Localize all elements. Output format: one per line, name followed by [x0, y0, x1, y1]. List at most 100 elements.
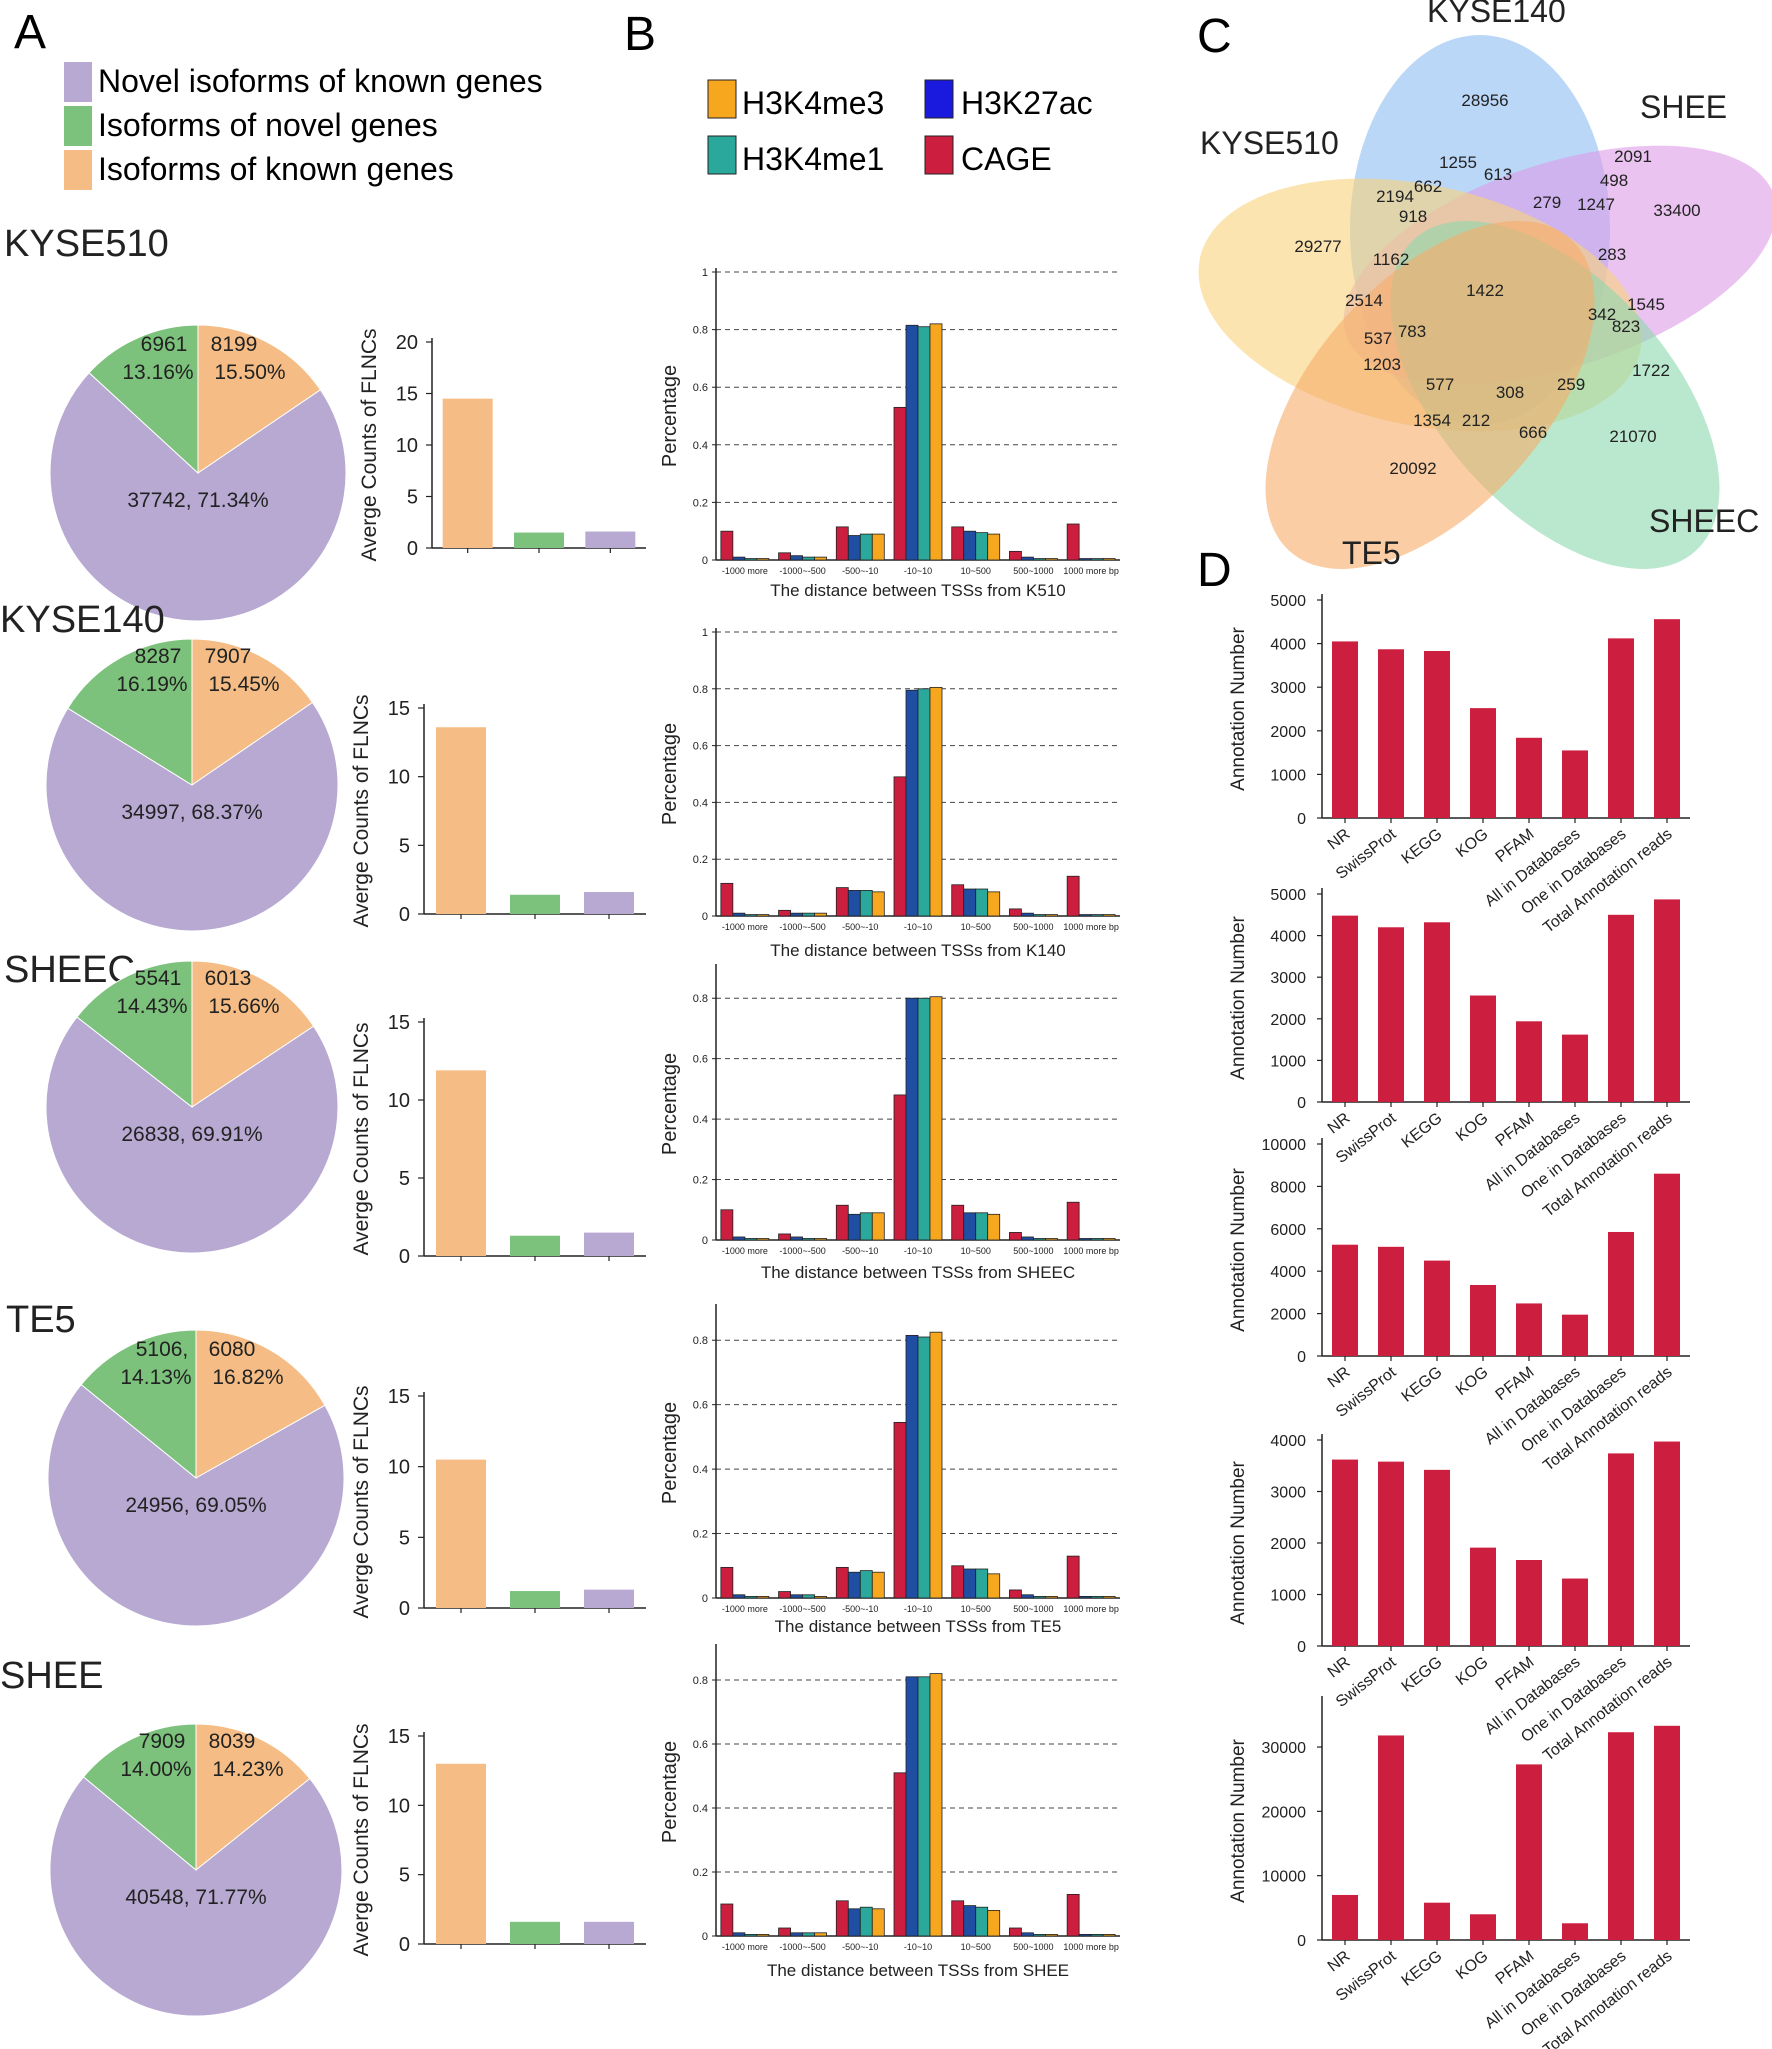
y-tick-label: 1000 [1270, 767, 1306, 784]
x-tick-label: 1000 more bp [1063, 1942, 1119, 1952]
bar-h3k4me3-6 [1102, 914, 1116, 917]
y-tick-label: 1 [702, 267, 708, 279]
bar-h3k4me1-1 [802, 912, 815, 917]
bar-known-genes [436, 1763, 486, 1944]
bar-known-genes [436, 1459, 486, 1608]
y-axis-label: Annotation Number [1228, 626, 1249, 790]
pie-chart-kyse140: KYSE140 34997, 68.37% 8287 16.19% 7907 15.45% [0, 599, 339, 932]
legend-a: Novel isoforms of known genes Isoforms o… [64, 62, 543, 190]
bar-cage-0 [720, 1209, 734, 1241]
annotation-bar-0 [1332, 641, 1358, 818]
y-tick-label: 0.8 [693, 1675, 708, 1687]
y-tick-label: 3000 [1270, 1485, 1306, 1502]
bar-h3k27ac-0 [732, 1594, 746, 1599]
y-axis-label: Averge Counts of FLNCs [350, 694, 373, 927]
bar-h3k4me3-6 [1102, 1595, 1116, 1599]
annotation-bar-2 [1424, 922, 1450, 1102]
bar-cage-2 [835, 526, 849, 561]
bar-cage-4 [951, 1204, 965, 1241]
bar-h3k4me1-0 [744, 914, 758, 917]
bar-h3k27ac-6 [1078, 558, 1092, 561]
pie-slice-novel-isoforms [47, 1383, 345, 1627]
bar-cage-2 [835, 1566, 849, 1599]
y-tick-label: 4000 [1270, 637, 1306, 654]
pie-slice-novel-isoforms [49, 1776, 343, 2017]
pie-slice-novel-genes [80, 1329, 197, 1480]
y-tick-label: 5 [399, 1865, 410, 1887]
y-tick-label: 10 [388, 767, 410, 789]
pie-label-known-genes-count: 6013 [205, 967, 252, 990]
bar-h3k27ac-6 [1078, 1238, 1092, 1241]
venn-region-count: 613 [1484, 165, 1512, 184]
bar-h3k4me1-6 [1090, 1238, 1104, 1241]
pie-label-novel-genes-percent: 13.16% [122, 361, 193, 384]
y-tick-label: 0.2 [693, 1867, 708, 1879]
y-tick-label: 0 [1297, 1933, 1306, 1950]
bar-cage-3 [893, 1094, 907, 1241]
pie-title: KYSE140 [0, 599, 165, 641]
annotation-bar-6 [1608, 1453, 1634, 1646]
bar-h3k27ac-6 [1078, 1595, 1092, 1599]
bar-cage-4 [951, 1565, 965, 1599]
bar-h3k27ac-4 [963, 1212, 977, 1241]
bar-novel-isoforms [584, 1921, 634, 1944]
bar-h3k4me3-5 [1045, 1934, 1058, 1937]
bar-h3k4me1-6 [1090, 1934, 1104, 1937]
bar-novel-isoforms [584, 1589, 634, 1608]
x-tick-label: KEGG [1399, 1110, 1446, 1152]
bar-h3k4me3-3 [929, 686, 943, 917]
pie-label-novel-isoforms: 26838, 69.91% [121, 1123, 262, 1146]
pie-slice-known-genes [195, 1723, 311, 1872]
annotation-bar-6 [1608, 1732, 1634, 1940]
bar-cage-4 [951, 1900, 965, 1937]
x-tick-label: 1000 more bp [1063, 922, 1119, 932]
bar-novel-genes [510, 1921, 560, 1944]
bar-cage-0 [720, 882, 734, 917]
y-tick-label: 3000 [1270, 680, 1306, 697]
bar-known-genes [436, 1070, 486, 1256]
annotation-bar-1 [1378, 927, 1404, 1102]
venn-region-count: 212 [1462, 411, 1490, 430]
y-tick-label: 0.8 [693, 993, 708, 1005]
legend-b-swatch-cage [924, 135, 954, 175]
venn-region-count: 666 [1519, 423, 1547, 442]
y-tick-label: 0 [399, 1598, 410, 1620]
y-tick-label: 15 [396, 384, 418, 406]
annotation-bar-1 [1378, 1461, 1404, 1646]
pie-chart-shee: SHEE 40548, 71.77% 7909 14.00% 8039 14.23% [0, 1655, 343, 2017]
bar-h3k27ac-5 [1021, 912, 1034, 917]
legend-b-swatch-h3k4me3 [707, 79, 737, 119]
bar-h3k4me1-2 [859, 1906, 873, 1937]
y-axis-label: Annotation Number [1228, 915, 1249, 1079]
x-tick-label: -500~-10 [842, 1942, 878, 1952]
legend-b-label-h3k27ac: H3K27ac [961, 85, 1093, 121]
bar-h3k4me1-1 [802, 1932, 815, 1937]
pie-label-novel-genes-count: 6961 [141, 333, 188, 356]
pie-title: SHEE [0, 1655, 103, 1697]
annotation-bar-5 [1562, 750, 1588, 818]
x-tick-label: 500~1000 [1013, 566, 1053, 576]
x-axis-label: The distance between TSSs from K510 [770, 581, 1065, 600]
x-tick-label: -1000~-500 [779, 1246, 825, 1256]
venn-region-count: 537 [1364, 329, 1392, 348]
bar-known-genes [436, 727, 486, 914]
bar-cage-4 [951, 526, 965, 561]
venn-region-count: 662 [1414, 177, 1442, 196]
venn-region-count: 1247 [1577, 195, 1615, 214]
bar-novel-genes [510, 1235, 560, 1256]
x-tick-label: NR [1325, 826, 1354, 854]
bar-h3k4me3-5 [1045, 914, 1058, 917]
venn-region-count: 1422 [1466, 281, 1504, 300]
y-tick-label: 15 [388, 1386, 410, 1408]
bar-h3k4me3-0 [756, 914, 770, 917]
annotation-bar-3 [1470, 1547, 1496, 1646]
x-tick-label: NR [1325, 1364, 1354, 1392]
x-tick-label: NR [1325, 1948, 1354, 1976]
bar-h3k27ac-1 [790, 555, 803, 561]
y-tick-label: 4000 [1270, 1264, 1306, 1281]
y-axis-label: Averge Counts of FLNCs [350, 1723, 373, 1956]
y-tick-label: 0.2 [693, 854, 708, 866]
annotation-bar-2 [1424, 1260, 1450, 1356]
bar-cage-5 [1009, 1927, 1022, 1937]
bar-h3k4me3-6 [1102, 558, 1116, 561]
